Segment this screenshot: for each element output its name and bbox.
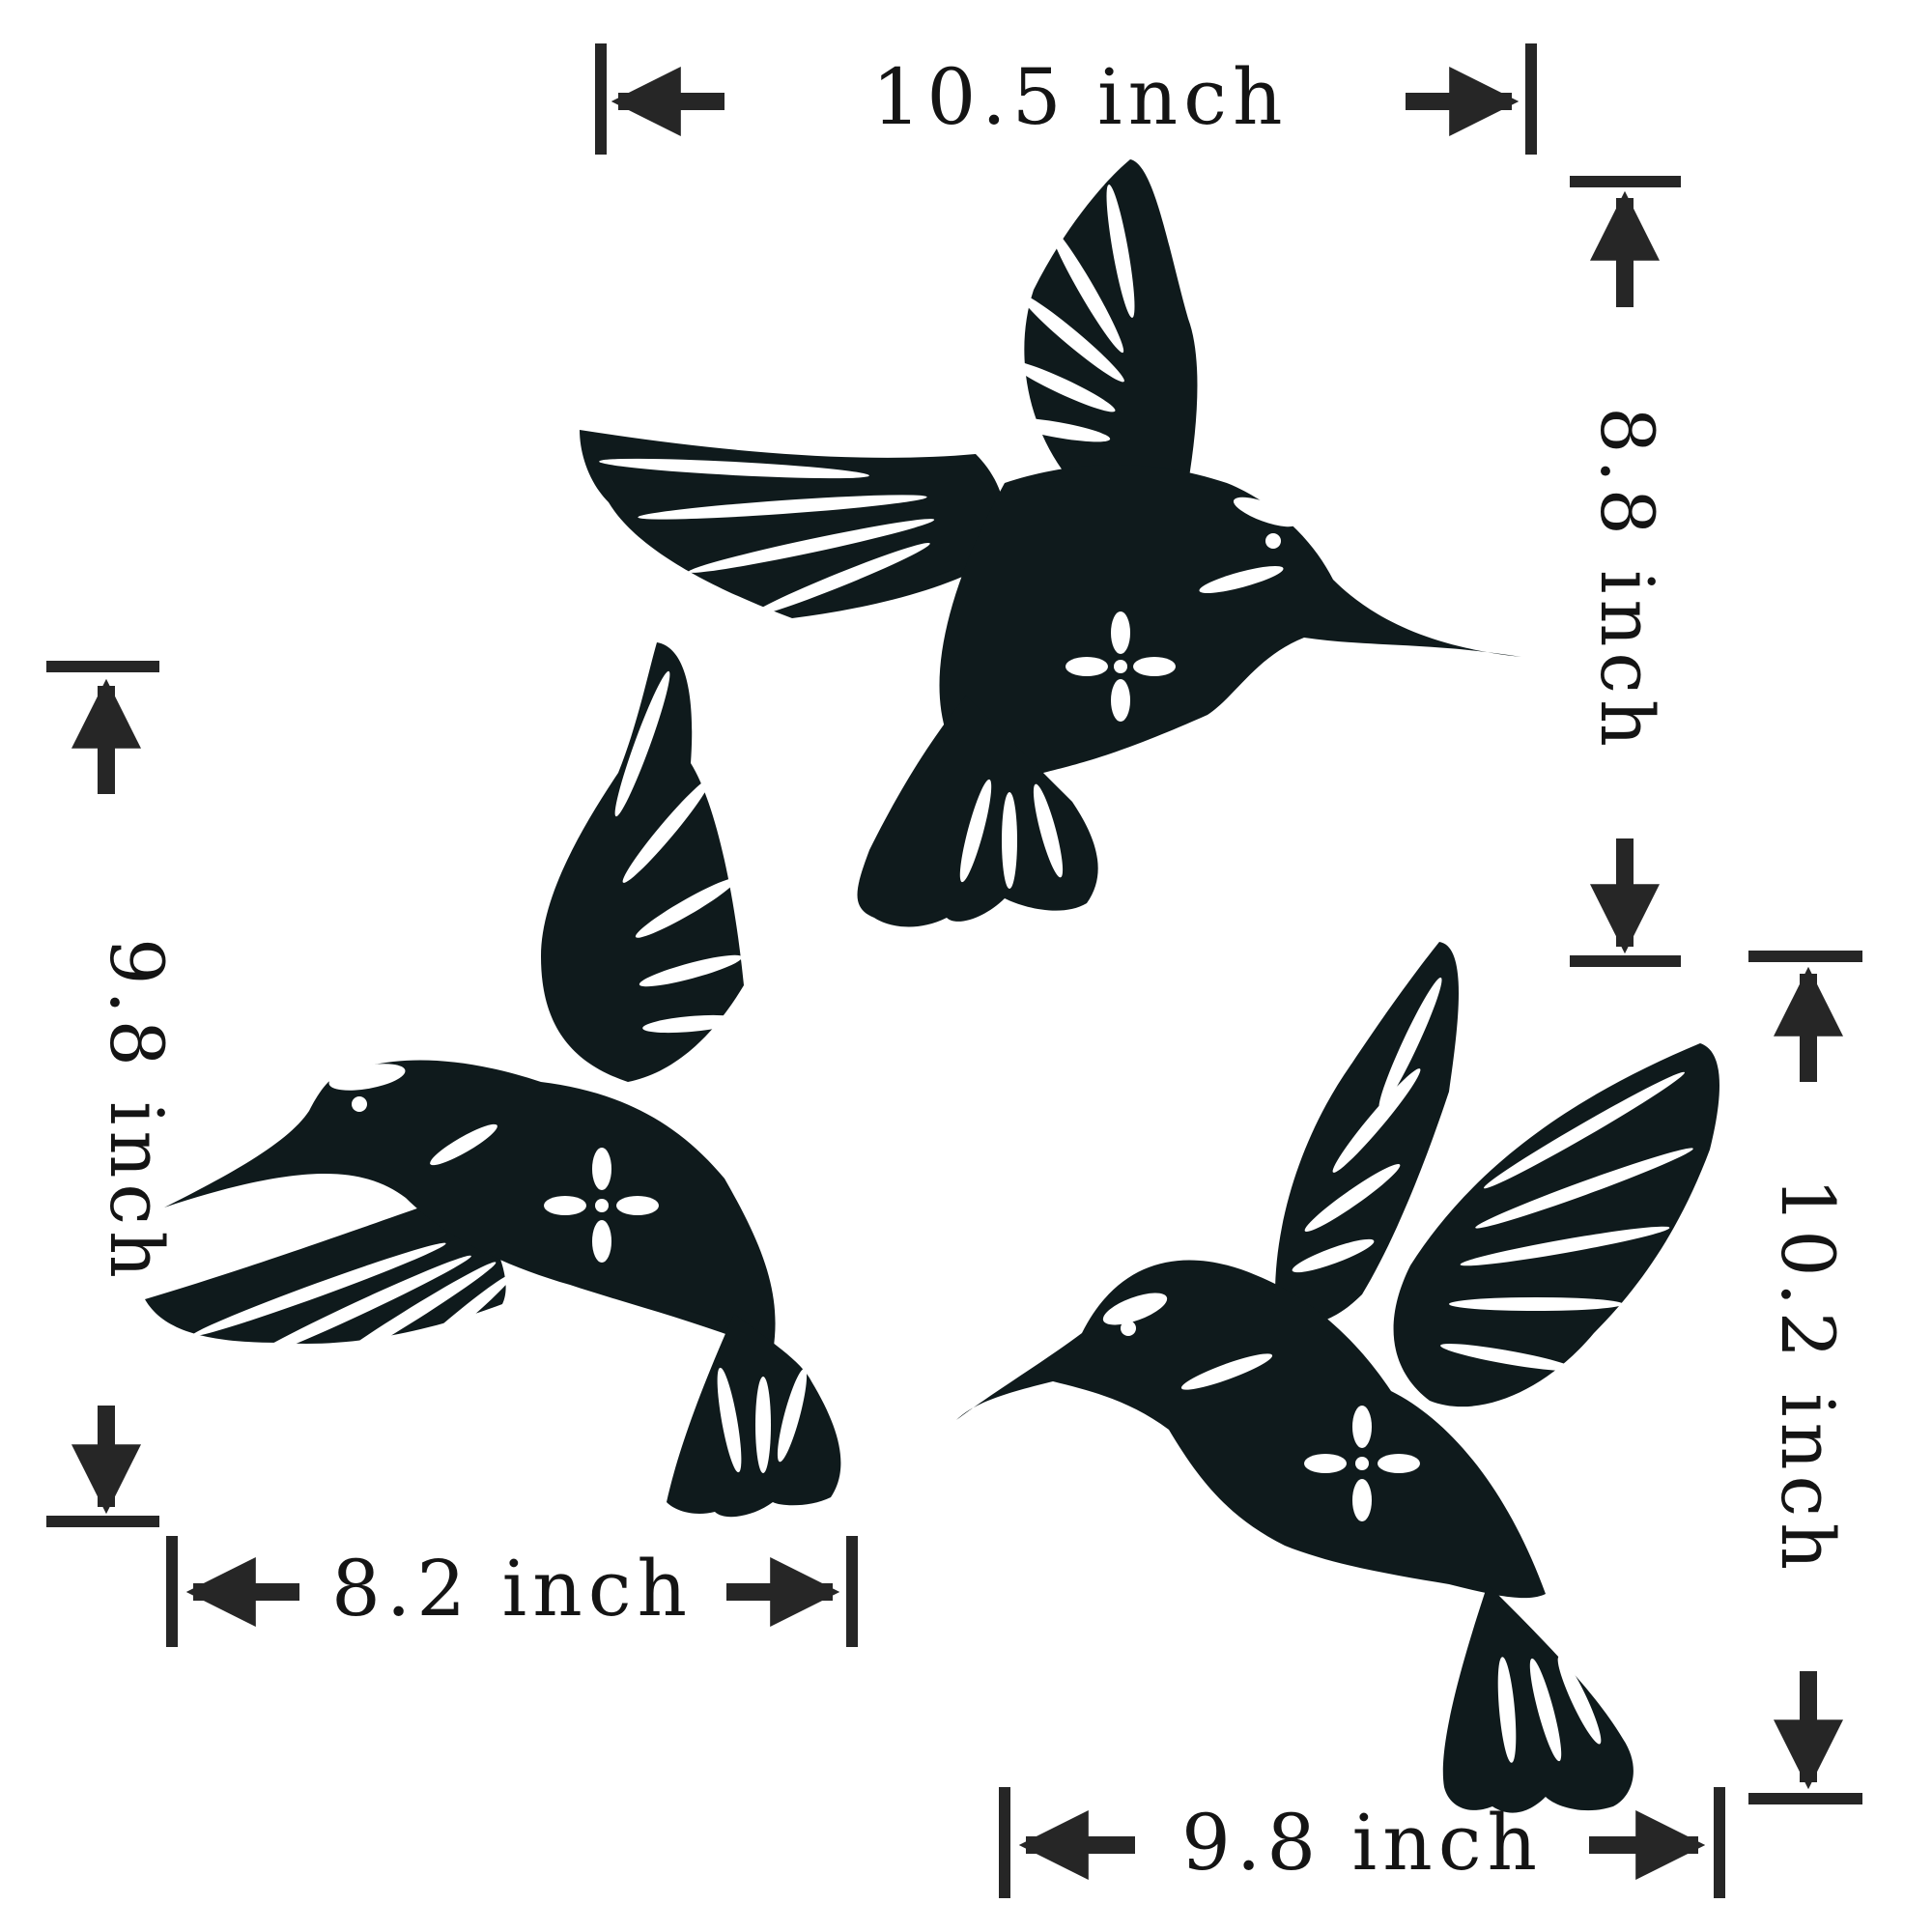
hummingbird-right-cutouts bbox=[1102, 977, 1693, 1763]
label-top-height: 8.8 inch bbox=[1584, 407, 1670, 753]
label-left-height: 9.8 inch bbox=[94, 938, 180, 1284]
label-top-width: 10.5 inch bbox=[872, 52, 1289, 142]
hummingbird-top-cutouts bbox=[599, 185, 1298, 889]
height-dimension-left bbox=[46, 661, 159, 1527]
hummingbird-left-cutouts bbox=[191, 670, 808, 1473]
width-dimension-top bbox=[595, 43, 1537, 155]
height-dimension-top bbox=[1570, 176, 1681, 967]
width-dimension-right bbox=[999, 1787, 1725, 1898]
label-left-width: 8.2 inch bbox=[331, 1544, 693, 1634]
label-right-width: 9.8 inch bbox=[1181, 1798, 1543, 1888]
dimension-marks bbox=[46, 43, 1862, 1898]
width-dimension-left bbox=[166, 1536, 858, 1647]
height-dimension-right bbox=[1748, 951, 1862, 1804]
label-right-height: 10.2 inch bbox=[1765, 1178, 1851, 1576]
